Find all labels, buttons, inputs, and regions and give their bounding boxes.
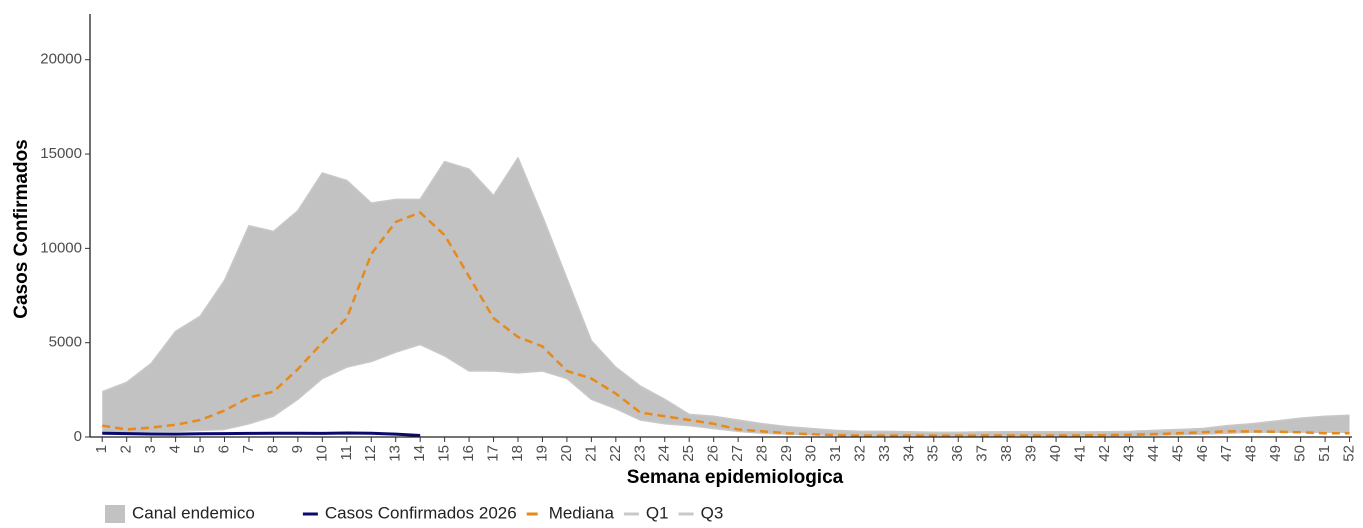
y-axis-title: Casos Confirmados xyxy=(11,139,32,318)
x-tick-label: 16 xyxy=(460,445,477,462)
x-tick-label: 20 xyxy=(558,445,575,462)
x-tick-label: 9 xyxy=(289,445,306,453)
x-tick-label: 12 xyxy=(362,445,379,462)
x-tick-label: 29 xyxy=(778,445,795,462)
series-line xyxy=(102,431,421,437)
x-tick-label: 19 xyxy=(533,445,550,462)
x-tick-label: 40 xyxy=(1047,445,1064,462)
y-tick-label: 20000 xyxy=(40,51,82,68)
x-tick-label: 22 xyxy=(607,445,624,462)
x-tick-label: 47 xyxy=(1218,445,1235,462)
legend-label: Canal endemico xyxy=(132,503,255,522)
x-tick-label: 17 xyxy=(485,445,502,462)
x-tick-label: 13 xyxy=(387,445,404,462)
x-tick-label: 27 xyxy=(729,445,746,462)
x-tick-label: 33 xyxy=(876,445,893,462)
x-tick-label: 34 xyxy=(900,445,917,462)
x-tick-label: 10 xyxy=(313,445,330,462)
x-tick-label: 50 xyxy=(1292,445,1309,462)
x-tick-label: 15 xyxy=(436,445,453,462)
x-tick-label: 3 xyxy=(142,445,159,453)
x-tick-label: 23 xyxy=(631,445,648,462)
x-tick-label: 25 xyxy=(680,445,697,462)
x-tick-label: 2 xyxy=(118,445,135,453)
x-tick-label: 14 xyxy=(411,445,428,462)
x-tick-label: 36 xyxy=(949,445,966,462)
y-tick-label: 0 xyxy=(74,428,82,445)
legend-label: Casos Confirmados 2026 xyxy=(325,503,517,522)
x-tick-label: 51 xyxy=(1316,445,1333,462)
y-tick-label: 5000 xyxy=(49,334,82,351)
x-tick-label: 45 xyxy=(1169,445,1186,462)
legend-label: Q3 xyxy=(701,503,724,522)
x-tick-label: 6 xyxy=(215,445,232,453)
x-tick-label: 35 xyxy=(925,445,942,462)
legend-swatch xyxy=(105,505,125,523)
x-tick-label: 31 xyxy=(827,445,844,462)
x-tick-label: 18 xyxy=(509,445,526,462)
x-tick-label: 43 xyxy=(1120,445,1137,462)
x-tick-label: 38 xyxy=(998,445,1015,462)
x-tick-label: 24 xyxy=(656,445,673,462)
x-tick-label: 42 xyxy=(1096,445,1113,462)
x-tick-label: 41 xyxy=(1071,445,1088,462)
x-tick-label: 49 xyxy=(1267,445,1284,462)
x-tick-label: 32 xyxy=(851,445,868,462)
x-tick-label: 8 xyxy=(264,445,281,453)
x-tick-label: 4 xyxy=(167,445,184,453)
band-area xyxy=(102,157,1350,436)
y-tick-label: 15000 xyxy=(40,145,82,162)
x-axis-title: Semana epidemiologica xyxy=(627,467,844,488)
x-tick-label: 30 xyxy=(802,445,819,462)
series-line xyxy=(101,157,1350,434)
x-tick-label: 7 xyxy=(240,445,257,453)
x-tick-label: 39 xyxy=(1023,445,1040,462)
y-tick-label: 10000 xyxy=(40,239,82,256)
x-tick-label: 11 xyxy=(338,445,355,461)
x-tick-label: 48 xyxy=(1243,445,1260,462)
series-line xyxy=(102,211,1350,437)
legend-label: Q1 xyxy=(646,503,669,522)
x-tick-label: 1 xyxy=(93,445,110,453)
x-tick-label: 5 xyxy=(191,445,208,453)
x-tick-label: 37 xyxy=(974,445,991,462)
x-tick-label: 28 xyxy=(754,445,771,462)
x-tick-label: 21 xyxy=(582,445,599,462)
x-tick-label: 46 xyxy=(1194,445,1211,462)
legend-label: Mediana xyxy=(549,503,615,522)
x-tick-label: 26 xyxy=(705,445,722,462)
x-tick-label: 44 xyxy=(1145,445,1162,462)
x-tick-label: 52 xyxy=(1341,445,1358,462)
